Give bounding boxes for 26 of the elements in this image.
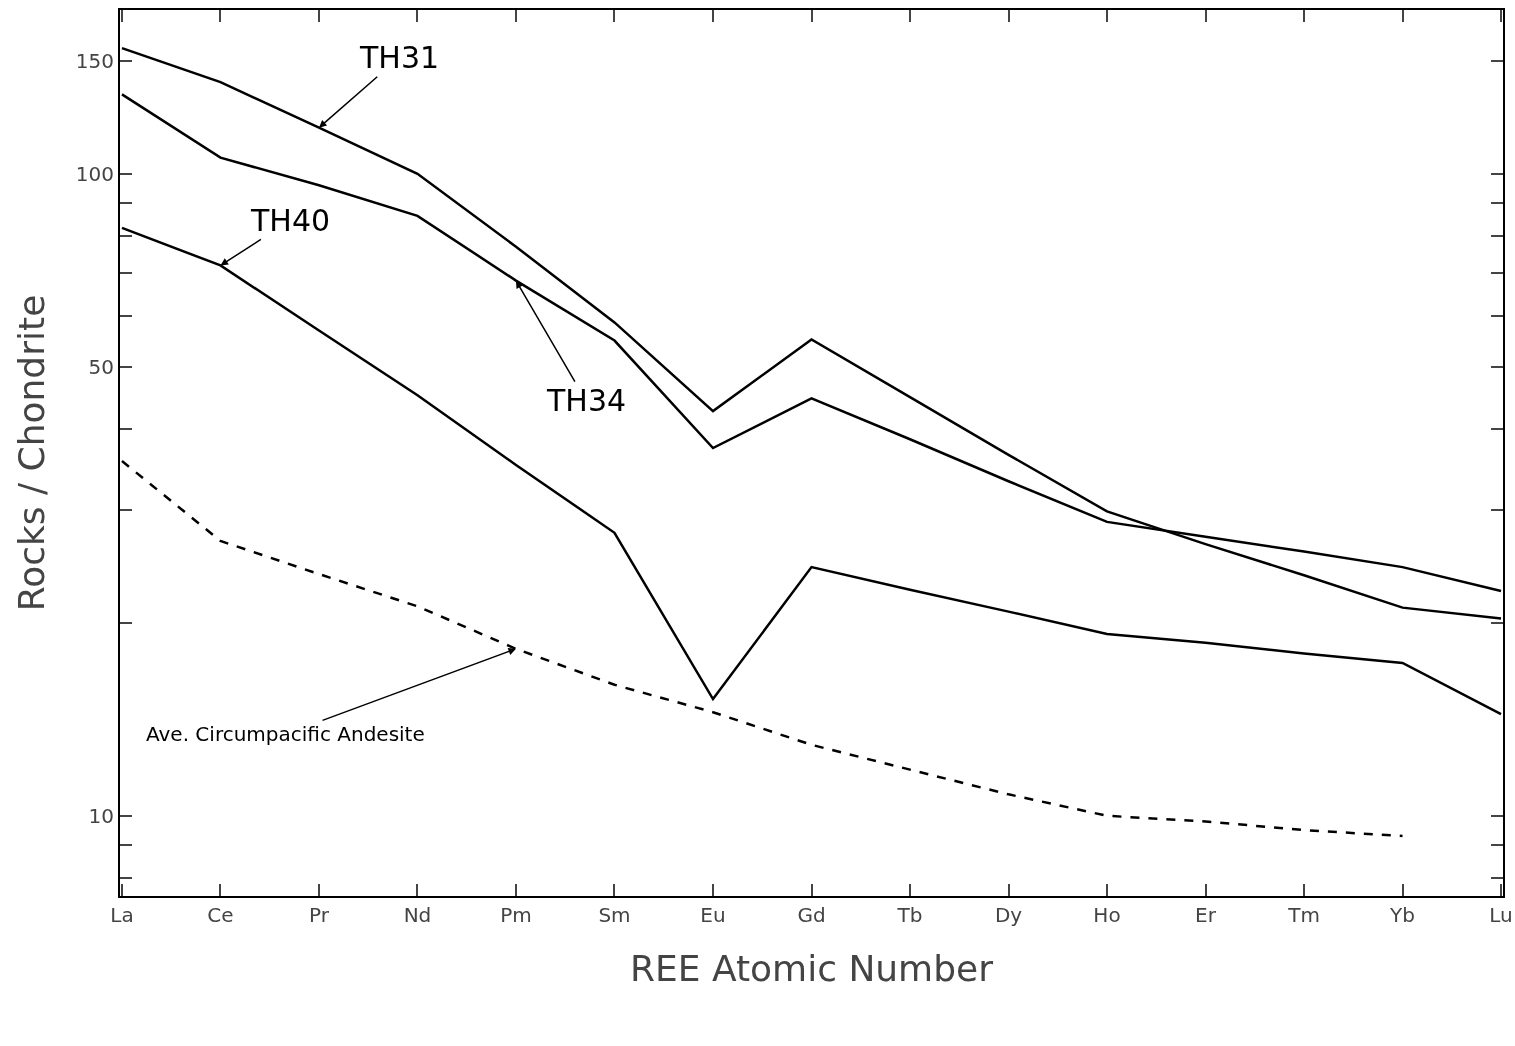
y-tick-label: 100 [75, 161, 114, 186]
x-tick-label: Nd [403, 903, 432, 927]
x-tick-label: Sm [598, 903, 631, 927]
y-tick-label: 50 [88, 355, 114, 380]
x-tick-label: La [110, 903, 134, 927]
x-axis-title: REE Atomic Number [629, 948, 994, 990]
series-label: TH40 [250, 203, 331, 238]
series-label: TH34 [546, 383, 627, 418]
line-series [120, 459, 1404, 838]
x-tick-label: Lu [1489, 903, 1513, 927]
x-tick-label: Tb [896, 903, 923, 927]
x-tick-label: Ho [1093, 903, 1121, 927]
y-axis-title: Rocks / Chondrite [11, 294, 53, 612]
x-tick-label: Dy [994, 903, 1023, 927]
x-tick-label: Yb [1389, 903, 1415, 927]
x-tick-label: Er [1195, 903, 1217, 927]
x-tick-label: Pm [500, 903, 532, 927]
series-label: TH31 [359, 40, 440, 75]
text: Ave. Circumpacific Andesite [146, 722, 425, 746]
x-tick-label: Tm [1287, 903, 1320, 927]
x-tick-label: Gd [797, 903, 826, 927]
x-tick-label: Eu [700, 903, 726, 927]
x-tick-label: Pr [309, 903, 330, 927]
x-tick-label: Ce [207, 903, 234, 927]
y-tick-label: 10 [88, 803, 114, 828]
y-tick-label: 150 [75, 48, 114, 73]
